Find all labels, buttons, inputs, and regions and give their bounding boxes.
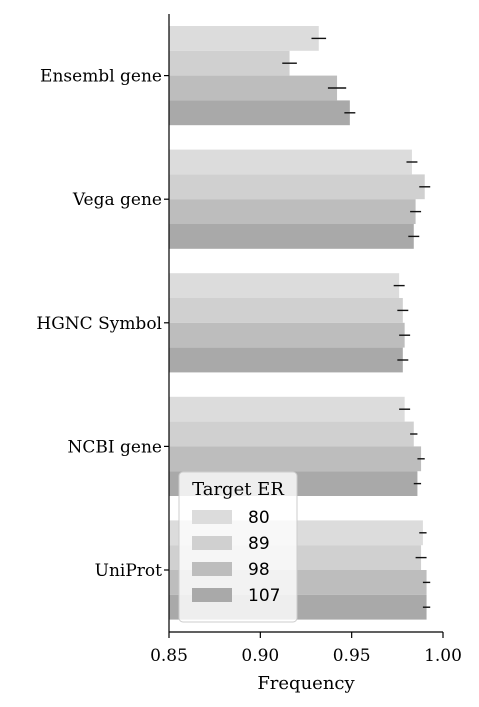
bar <box>169 174 425 200</box>
legend-label: 107 <box>248 586 280 606</box>
legend-box <box>178 471 298 623</box>
y-tick-label: Ensembl gene <box>40 67 162 87</box>
legend-swatch <box>192 536 232 550</box>
legend-label: 89 <box>248 534 270 554</box>
y-tick-label: HGNC Symbol <box>36 314 162 334</box>
x-tick-label: 0.85 <box>150 646 188 666</box>
y-tick-label: Vega gene <box>72 190 162 210</box>
bar <box>169 199 416 224</box>
bar <box>169 347 403 373</box>
legend-label: 80 <box>248 508 270 528</box>
legend-label: 98 <box>248 560 270 580</box>
bar <box>169 446 422 472</box>
bar <box>169 396 405 422</box>
y-tick-label: NCBI gene <box>68 437 162 457</box>
bar <box>169 322 405 348</box>
y-tick-label: UniProt <box>95 561 163 581</box>
legend-swatch <box>192 510 232 524</box>
legend-swatch <box>192 588 232 602</box>
x-tick-label: 0.90 <box>241 646 279 666</box>
legend-title: Target ER <box>192 479 284 500</box>
bar <box>169 298 403 323</box>
legend: Target ER 80 89 98 107 <box>178 471 298 623</box>
bar <box>169 75 338 101</box>
y-ticks: Ensembl gene Vega gene HGNC Symbol NCBI gen… <box>36 67 169 581</box>
bar <box>169 149 412 175</box>
x-axis-title: Frequency <box>257 673 355 694</box>
error-bars-layer <box>282 37 431 608</box>
bar <box>169 224 414 249</box>
legend-swatch <box>192 562 232 576</box>
bar <box>169 421 414 447</box>
x-tick-label: 0.95 <box>333 646 371 666</box>
bar <box>169 100 350 126</box>
x-tick-label: 1.00 <box>424 646 462 666</box>
bar <box>169 26 319 51</box>
bar <box>169 273 400 298</box>
bar <box>169 50 290 76</box>
x-ticks: 0.85 0.90 0.95 1.00 <box>150 632 462 666</box>
